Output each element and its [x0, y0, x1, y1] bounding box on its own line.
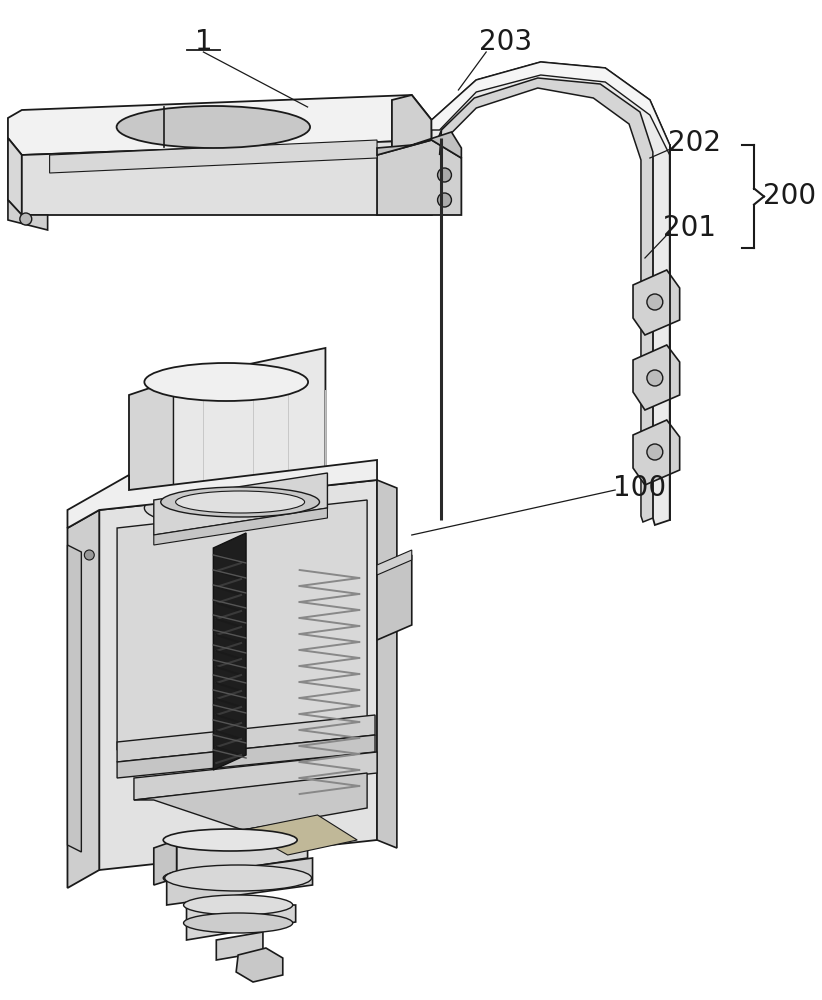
Circle shape — [20, 213, 32, 225]
Polygon shape — [154, 473, 327, 535]
Polygon shape — [377, 480, 397, 848]
Ellipse shape — [183, 913, 293, 933]
Text: 100: 100 — [613, 474, 667, 502]
Polygon shape — [187, 905, 296, 940]
Polygon shape — [432, 62, 670, 525]
Ellipse shape — [164, 865, 312, 891]
Circle shape — [647, 444, 663, 460]
Ellipse shape — [145, 363, 308, 401]
Ellipse shape — [183, 895, 293, 915]
Polygon shape — [67, 510, 99, 888]
Polygon shape — [117, 715, 375, 762]
Text: 203: 203 — [479, 28, 533, 56]
Polygon shape — [8, 138, 22, 215]
Polygon shape — [216, 932, 263, 960]
Polygon shape — [633, 420, 680, 485]
Polygon shape — [377, 132, 461, 158]
Ellipse shape — [164, 829, 298, 851]
Polygon shape — [134, 773, 367, 830]
Polygon shape — [134, 752, 377, 800]
Polygon shape — [440, 78, 653, 522]
Ellipse shape — [161, 487, 320, 517]
Circle shape — [85, 550, 95, 560]
Circle shape — [437, 193, 451, 207]
Ellipse shape — [164, 867, 298, 889]
Polygon shape — [67, 460, 377, 528]
Polygon shape — [214, 533, 246, 770]
Polygon shape — [117, 500, 367, 750]
Polygon shape — [377, 140, 461, 215]
Polygon shape — [377, 555, 412, 640]
Polygon shape — [392, 95, 432, 215]
Polygon shape — [67, 545, 81, 852]
Polygon shape — [177, 820, 307, 878]
Polygon shape — [432, 62, 670, 155]
Polygon shape — [154, 508, 327, 545]
Polygon shape — [99, 480, 377, 870]
Circle shape — [647, 294, 663, 310]
Circle shape — [647, 370, 663, 386]
Polygon shape — [49, 140, 377, 173]
Polygon shape — [117, 735, 375, 778]
Ellipse shape — [176, 491, 305, 513]
Polygon shape — [236, 948, 283, 982]
Circle shape — [437, 168, 451, 182]
Polygon shape — [243, 815, 358, 855]
Polygon shape — [8, 200, 48, 230]
Polygon shape — [8, 95, 432, 155]
Ellipse shape — [117, 106, 310, 148]
Polygon shape — [377, 550, 412, 575]
Polygon shape — [129, 380, 173, 525]
Ellipse shape — [145, 489, 308, 527]
Text: 200: 200 — [764, 182, 816, 211]
Polygon shape — [173, 348, 326, 510]
Polygon shape — [154, 840, 177, 885]
Polygon shape — [633, 345, 680, 410]
Text: 1: 1 — [195, 28, 212, 56]
Text: 202: 202 — [668, 129, 721, 157]
Polygon shape — [167, 858, 312, 905]
Polygon shape — [633, 270, 680, 335]
Text: 201: 201 — [663, 214, 716, 242]
Polygon shape — [22, 140, 432, 215]
